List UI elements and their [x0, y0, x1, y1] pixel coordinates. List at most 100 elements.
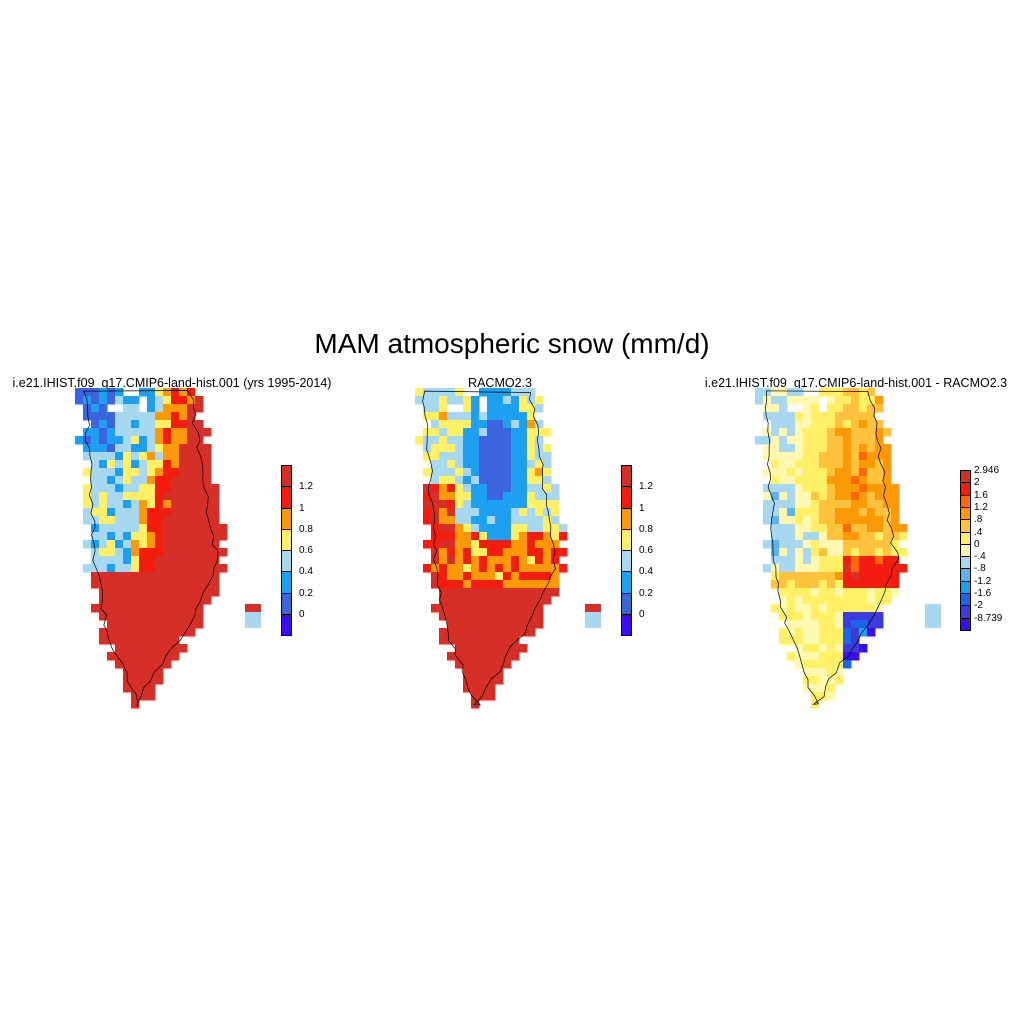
grid-cell — [527, 556, 536, 565]
grid-cell — [875, 588, 884, 597]
grid-cell — [479, 452, 488, 461]
grid-cell — [795, 564, 804, 573]
grid-cell — [593, 620, 601, 628]
grid-cell — [827, 516, 836, 525]
colorbar-label: -1.2 — [974, 575, 992, 587]
grid-cell — [843, 652, 852, 661]
grid-cell — [811, 460, 820, 469]
grid-cell — [179, 620, 188, 629]
grid-cell — [883, 452, 892, 461]
grid-cell — [495, 476, 504, 485]
grid-cell — [851, 532, 860, 541]
grid-cell — [155, 492, 164, 501]
colorbar-label: 0 — [639, 608, 645, 620]
grid-cell — [139, 452, 148, 461]
grid-cell — [171, 492, 180, 501]
grid-cell — [479, 460, 488, 469]
grid-cell — [771, 444, 780, 453]
grid-cell — [195, 620, 204, 629]
grid-cell — [519, 628, 528, 637]
grid-cell — [91, 420, 100, 429]
grid-cell — [803, 556, 812, 565]
grid-cell — [779, 500, 788, 509]
grid-cell — [147, 660, 156, 669]
grid-cell — [171, 396, 180, 405]
grid-cell — [543, 580, 552, 589]
grid-cell — [543, 524, 552, 533]
grid-cell — [875, 420, 884, 429]
grid-cell — [543, 508, 552, 517]
grid-cell — [131, 436, 140, 445]
grid-cell — [511, 532, 520, 541]
grid-cell — [835, 500, 844, 509]
grid-cell — [487, 636, 496, 645]
grid-cell — [147, 476, 156, 485]
grid-cell — [543, 564, 552, 573]
grid-cell — [875, 604, 884, 613]
grid-cell — [487, 668, 496, 677]
grid-cell — [131, 644, 140, 653]
grid-cell — [795, 644, 804, 653]
grid-cell — [811, 436, 820, 445]
grid-cell — [155, 404, 164, 413]
grid-cell — [463, 676, 472, 685]
grid-cell — [155, 676, 164, 685]
grid-cell — [843, 532, 852, 541]
grid-cell — [99, 516, 108, 525]
grid-cell — [195, 580, 204, 589]
grid-cell — [787, 500, 796, 509]
grid-cell — [423, 564, 432, 573]
grid-cell — [495, 460, 504, 469]
main-title: MAM atmospheric snow (mm/d) — [314, 328, 710, 359]
grid-cell — [763, 396, 772, 405]
grid-cell — [179, 460, 188, 469]
grid-cell — [171, 468, 180, 477]
grid-cell — [835, 668, 844, 677]
grid-cell — [423, 516, 432, 525]
grid-cell — [819, 564, 828, 573]
grid-cell — [147, 612, 156, 621]
grid-cell — [827, 500, 836, 509]
grid-cell — [187, 580, 196, 589]
grid-cell — [795, 516, 804, 525]
grid-cell — [187, 412, 196, 421]
grid-cell — [187, 468, 196, 477]
grid-cell — [195, 524, 204, 533]
grid-cell — [187, 452, 196, 461]
grid-cell — [511, 476, 520, 485]
grid-cell — [107, 484, 116, 493]
grid-cell — [115, 396, 124, 405]
grid-cell — [123, 460, 132, 469]
grid-cell — [543, 492, 552, 501]
grid-cell — [455, 396, 464, 405]
grid-cell — [771, 524, 780, 533]
grid-cell — [787, 532, 796, 541]
grid-cell — [123, 636, 132, 645]
grid-cell — [503, 652, 512, 661]
grid-cell — [495, 452, 504, 461]
grid-cell — [479, 436, 488, 445]
grid-cell — [139, 516, 148, 525]
grid-cell — [543, 484, 552, 493]
grid-cell — [195, 500, 204, 509]
grid-cell — [479, 524, 488, 533]
grid-cell — [527, 436, 536, 445]
grid-cell — [455, 508, 464, 517]
grid-cell — [819, 684, 828, 693]
grid-cell — [107, 604, 116, 613]
grid-cell — [795, 572, 804, 581]
grid-cell — [779, 596, 788, 605]
grid-cell — [115, 580, 124, 589]
grid-cell — [123, 572, 132, 581]
grid-cell — [455, 588, 464, 597]
grid-cell — [875, 476, 884, 485]
grid-cell — [787, 620, 796, 629]
grid-cell — [779, 532, 788, 541]
grid-cell — [543, 572, 552, 581]
grid-cell — [755, 396, 764, 405]
grid-cell — [795, 660, 804, 669]
grid-cell — [519, 516, 528, 525]
grid-cell — [795, 500, 804, 509]
grid-cell — [803, 460, 812, 469]
grid-cell — [155, 500, 164, 509]
